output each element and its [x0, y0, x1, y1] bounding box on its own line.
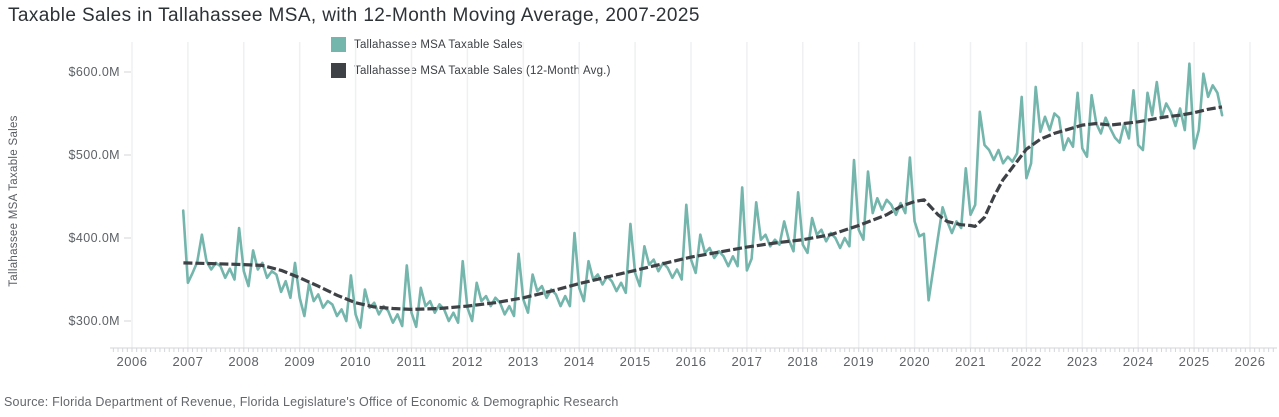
x-tick-label: 2021 [955, 354, 986, 369]
x-tick-label: 2006 [117, 354, 148, 369]
x-tick-label: 2025 [1179, 354, 1210, 369]
x-tick-label: 2013 [508, 354, 539, 369]
moving-average-line [183, 105, 1223, 311]
x-tick-label: 2009 [284, 354, 315, 369]
legend-item-sales[interactable]: Tallahassee MSA Taxable Sales [331, 37, 611, 52]
legend: Tallahassee MSA Taxable Sales Tallahasse… [331, 37, 611, 78]
x-tick-label: 2018 [787, 354, 818, 369]
y-tick-label: $300.0M [69, 314, 120, 328]
x-tick-label: 2012 [452, 354, 483, 369]
x-tick-label: 2007 [172, 354, 203, 369]
x-tick-label: 2015 [620, 354, 651, 369]
x-tick-label: 2022 [1011, 354, 1042, 369]
x-tick-label: 2020 [899, 354, 930, 369]
moving-average-series-swatch-icon [331, 63, 346, 78]
x-tick-label: 2026 [1235, 354, 1266, 369]
x-tick-label: 2017 [731, 354, 762, 369]
source-note: Source: Florida Department of Revenue, F… [4, 395, 619, 409]
x-tick-label: 2011 [397, 354, 427, 369]
x-tick-label: 2023 [1067, 354, 1098, 369]
x-tick-label: 2024 [1123, 354, 1154, 369]
y-tick-label: $600.0M [69, 65, 120, 79]
sales-series-swatch-icon [331, 37, 346, 52]
legend-label-moving-average: Tallahassee MSA Taxable Sales (12-Month … [354, 64, 611, 77]
chart-title: Taxable Sales in Tallahassee MSA, with 1… [8, 5, 700, 26]
x-tick-label: 2010 [340, 354, 371, 369]
x-tick-label: 2016 [676, 354, 707, 369]
legend-label-sales: Tallahassee MSA Taxable Sales [354, 38, 523, 51]
legend-item-moving-average[interactable]: Tallahassee MSA Taxable Sales (12-Month … [331, 63, 611, 78]
sales-line [181, 62, 1224, 329]
y-tick-label: $500.0M [69, 148, 120, 162]
x-tick-label: 2019 [843, 354, 874, 369]
x-tick-label: 2014 [564, 354, 595, 369]
y-tick-label: $400.0M [69, 231, 120, 245]
x-tick-label: 2008 [228, 354, 259, 369]
